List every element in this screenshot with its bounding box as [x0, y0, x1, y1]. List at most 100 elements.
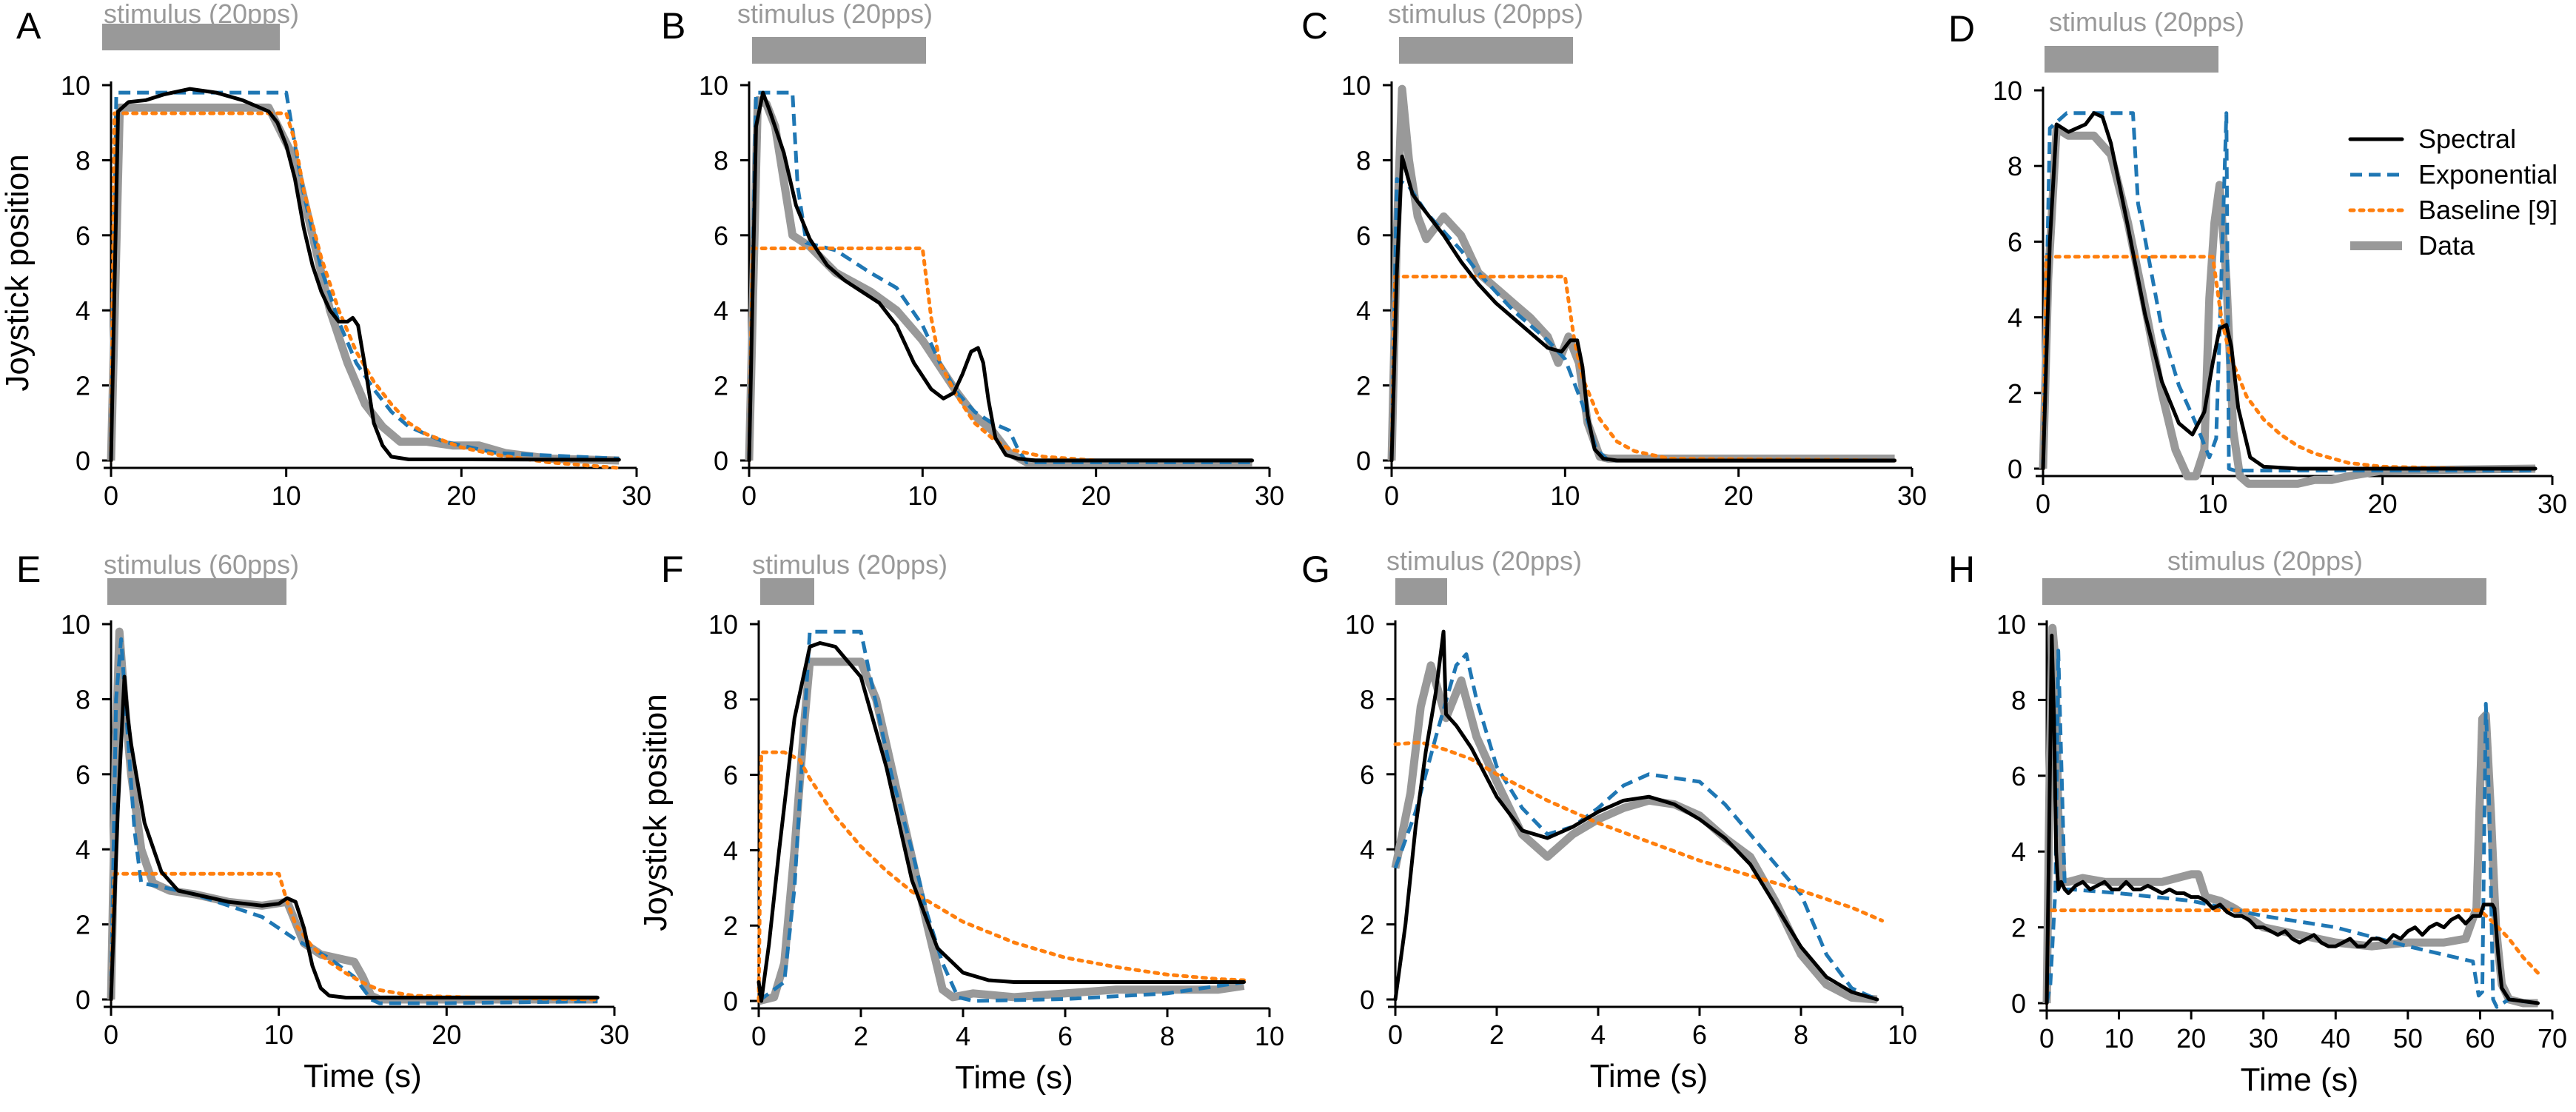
- panel-a-x-tick-label: 20: [446, 480, 476, 511]
- panel-f-series-data: [757, 657, 1245, 1005]
- panel-a-stimulus-bar: [102, 24, 280, 50]
- panel-h-series-spectral: [2045, 633, 2540, 1005]
- panel-g-y-tick-label: 0: [1360, 985, 1375, 1015]
- panel-h-x-tick-label: 60: [2465, 1023, 2495, 1054]
- panel-c-x-tick-label: 10: [1550, 480, 1580, 511]
- panel-h-stimulus-label: stimulus (20pps): [2167, 546, 2363, 576]
- panel-f-y-tick-label: 4: [723, 835, 738, 865]
- legend-label-baseline: Baseline [9]: [2418, 195, 2557, 225]
- panel-a-x-tick-label: 0: [104, 480, 118, 511]
- panel-c-x-tick-label: 0: [1384, 480, 1399, 511]
- panel-g-y-tick-label: 10: [1345, 609, 1375, 640]
- legend-label-data: Data: [2418, 230, 2475, 261]
- panel-e-x-label: Time (s): [303, 1058, 422, 1094]
- panel-g-y-tick-label: 2: [1360, 910, 1375, 940]
- panel-g-x-tick-label: 4: [1591, 1019, 1606, 1050]
- panel-c-y-tick-label: 0: [1356, 446, 1371, 476]
- panel-c-y-tick-label: 2: [1356, 371, 1371, 401]
- panel-h-x-tick-label: 30: [2249, 1023, 2278, 1054]
- panel-e-x-tick-label: 20: [432, 1019, 461, 1050]
- panel-h-x-tick-label: 40: [2321, 1023, 2350, 1054]
- panel-c-stimulus-label: stimulus (20pps): [1388, 0, 1583, 29]
- panel-d-x-tick-label: 0: [2036, 489, 2050, 519]
- panel-g-y-tick-label: 4: [1360, 834, 1375, 865]
- panel-f-x-label: Time (s): [955, 1059, 1073, 1096]
- panel-g-stimulus-bar: [1395, 578, 1447, 605]
- panel-g-x-tick-label: 8: [1794, 1019, 1808, 1050]
- panel-c-series-baseline: [1389, 275, 1897, 463]
- panel-e-x-tick-label: 30: [600, 1019, 629, 1050]
- panel-d-series-exponential: [2041, 111, 2536, 473]
- panel-a-series-baseline: [109, 111, 621, 470]
- panel-g-x-label: Time (s): [1590, 1058, 1708, 1094]
- panel-h-letter: H: [1948, 549, 1975, 590]
- panel-f-x-tick-label: 4: [956, 1021, 970, 1051]
- panel-h-stimulus-bar: [2042, 578, 2486, 605]
- panel-e-series-data: [107, 627, 598, 1004]
- panel-f-x-tick-label: 0: [751, 1021, 766, 1051]
- panel-f-y-label: Joystick position: [637, 694, 674, 931]
- panel-f-stimulus-bar: [760, 578, 814, 605]
- panel-b-letter: B: [661, 5, 685, 47]
- panel-c-x-tick-label: 20: [1724, 480, 1754, 511]
- panel-f-y-tick-label: 6: [723, 760, 738, 791]
- panel-g-series-spectral: [1393, 629, 1879, 1002]
- panel-b-x-tick-label: 10: [908, 480, 937, 511]
- panel-c-series-spectral: [1389, 154, 1897, 463]
- panel-g-series-exponential: [1393, 652, 1878, 1002]
- panel-e-series-baseline: [109, 871, 600, 1002]
- panel-g-x-tick-label: 10: [1888, 1019, 1917, 1050]
- panel-c-y-tick-label: 6: [1356, 221, 1371, 251]
- panel-h-x-tick-label: 0: [2039, 1023, 2054, 1054]
- panel-d-stimulus-bar: [2045, 46, 2218, 73]
- panel-g-letter: G: [1301, 549, 1330, 590]
- panel-f-y-tick-label: 10: [708, 609, 738, 640]
- panel-g-x-tick-label: 2: [1489, 1019, 1504, 1050]
- panel-b-series-exponential: [747, 90, 1252, 464]
- panel-e-letter: E: [16, 549, 41, 590]
- panel-b-series-data: [745, 96, 1252, 466]
- panel-b-y-tick-label: 8: [714, 145, 728, 175]
- panel-h-series-data: [2042, 623, 2538, 1008]
- panel-c-series-data: [1387, 84, 1895, 463]
- panel-h-x-tick-label: 20: [2176, 1023, 2206, 1054]
- panel-h-y-tick-label: 10: [1996, 609, 2026, 640]
- panel-b-y-tick-label: 0: [714, 446, 728, 476]
- panel-c-y-tick-label: 8: [1356, 145, 1371, 175]
- panel-a-y-tick-label: 6: [76, 221, 90, 251]
- panel-a-y-tick-label: 0: [76, 446, 90, 476]
- legend: Spectral Exponential Baseline [9] Data: [2348, 124, 2557, 261]
- panel-g-x-tick-label: 6: [1692, 1019, 1707, 1050]
- panel-f-y-tick-label: 2: [723, 911, 738, 941]
- panel-d-y-tick-label: 8: [2008, 151, 2022, 181]
- panel-d-series-spectral: [2041, 111, 2538, 471]
- panel-a-y-tick-label: 4: [76, 295, 90, 326]
- panel-h-y-tick-label: 0: [2011, 988, 2026, 1019]
- panel-f-x-tick-label: 10: [1255, 1021, 1284, 1051]
- panel-e-y-tick-label: 0: [76, 985, 90, 1015]
- panel-e-y-tick-label: 2: [76, 910, 90, 940]
- panel-e-y-tick-label: 4: [76, 834, 90, 865]
- panel-e-series-spectral: [109, 674, 600, 1002]
- panel-c-series-exponential: [1389, 177, 1895, 463]
- panel-a-y-tick-label: 2: [76, 371, 90, 401]
- panel-a-y-tick-label: 8: [76, 145, 90, 175]
- panel-b-y-tick-label: 2: [714, 371, 728, 401]
- panel-c-stimulus-bar: [1399, 37, 1573, 64]
- panel-b-series-spectral: [747, 90, 1255, 463]
- legend-label-exponential: Exponential: [2418, 159, 2557, 190]
- panel-e-y-tick-label: 6: [76, 760, 90, 790]
- panel-e-stimulus-bar: [107, 578, 286, 605]
- panel-a-x-tick-label: 10: [272, 480, 301, 511]
- panel-e-series-exponential: [109, 637, 598, 1005]
- panel-c-letter: C: [1301, 5, 1328, 47]
- panel-b-y-tick-label: 6: [714, 221, 728, 251]
- panel-c-y-tick-label: 10: [1341, 70, 1371, 101]
- panel-f-series-spectral: [757, 641, 1246, 1003]
- panel-f-stimulus-label: stimulus (20pps): [752, 549, 947, 580]
